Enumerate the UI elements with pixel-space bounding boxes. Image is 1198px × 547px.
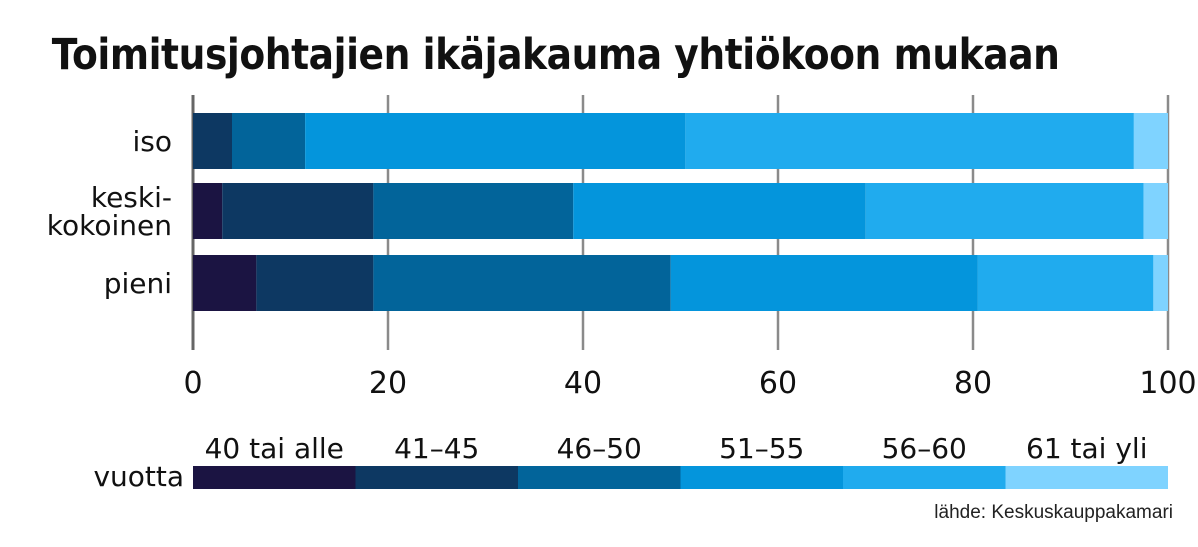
legend-label: 61 tai yli: [1026, 432, 1147, 465]
legend-label: 51–55: [719, 432, 804, 465]
bar-segment: [232, 113, 306, 169]
bar-segment: [1133, 113, 1168, 169]
bar-segment: [670, 255, 978, 311]
category-labels: iso keski-kokoinen pieni: [47, 125, 172, 300]
bars: [193, 113, 1168, 311]
bar-segment: [573, 183, 866, 239]
x-axis: 0 20 40 60 80 100: [183, 366, 1196, 401]
x-tick-label: 80: [954, 366, 992, 401]
legend-swatch: [355, 466, 518, 489]
x-tick-label: 40: [564, 366, 602, 401]
legend-title: vuotta: [93, 460, 184, 493]
bar-segment: [1143, 183, 1168, 239]
bar-segment: [685, 113, 1134, 169]
bar-segment: [256, 255, 374, 311]
legend-swatch: [680, 466, 843, 489]
bar-segment: [1153, 255, 1168, 311]
bar-segment: [977, 255, 1154, 311]
x-tick-label: 0: [183, 366, 202, 401]
legend-label: 41–45: [394, 432, 479, 465]
x-tick-label: 100: [1139, 366, 1196, 401]
category-label: pieni: [104, 267, 172, 300]
bar-segment: [222, 183, 374, 239]
category-label: keski-kokoinen: [47, 181, 172, 242]
legend-swatch: [1005, 466, 1168, 489]
legend: 40 tai alle 41–45 46–50 51–55 56–60 61 tai yl…: [93, 432, 1168, 493]
bar-segment: [193, 255, 257, 311]
legend-label: 46–50: [557, 432, 642, 465]
legend-label: 40 tai alle: [205, 432, 344, 465]
category-label: iso: [133, 125, 173, 158]
chart-title: Toimitusjohtajien ikäjakauma yhtiökoon m…: [51, 30, 1060, 80]
bar-segment: [373, 255, 671, 311]
bar-segment: [373, 183, 574, 239]
legend-swatch: [193, 466, 356, 489]
legend-swatch: [518, 466, 681, 489]
legend-swatch: [843, 466, 1006, 489]
legend-label: 56–60: [882, 432, 967, 465]
x-tick-label: 60: [759, 366, 797, 401]
x-tick-label: 20: [369, 366, 407, 401]
bar-segment: [193, 183, 223, 239]
bar-segment: [193, 113, 232, 169]
source-note: lähde: Keskuskauppakamari: [934, 502, 1173, 523]
bar-segment: [305, 113, 686, 169]
bar-segment: [865, 183, 1144, 239]
